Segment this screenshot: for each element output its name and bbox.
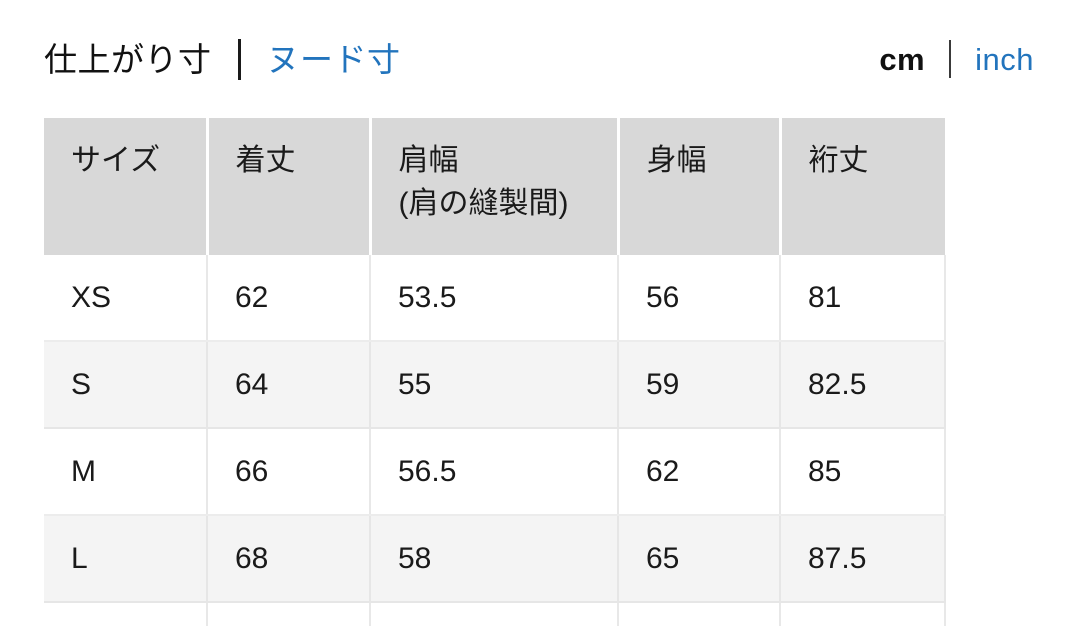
cell-shoulder: 55 (370, 341, 619, 429)
column-header-shoulder-label: 肩幅 (398, 144, 459, 177)
column-header-chest-label: 身幅 (646, 144, 707, 177)
column-header-length: 着丈 (207, 118, 372, 255)
toggle-finished-measurements[interactable]: 仕上がり寸 (44, 40, 212, 78)
cell-sleeve: 81 (780, 255, 946, 342)
column-header-sleeve-label: 裄丈 (808, 144, 869, 177)
cell-length (207, 602, 371, 626)
table-row: L 68 58 65 87.5 (44, 515, 946, 603)
toggle-unit-cm[interactable]: cm (879, 41, 926, 77)
cell-size: M (44, 428, 208, 516)
cell-length: 62 (207, 255, 371, 342)
cell-length: 64 (207, 341, 371, 429)
cell-chest: 59 (618, 341, 781, 429)
cell-size: S (44, 341, 208, 429)
cell-length: 66 (207, 428, 371, 516)
cell-sleeve: 82.5 (780, 341, 946, 429)
toggle-separator-icon (237, 38, 241, 80)
toggle-unit-inch[interactable]: inch (975, 41, 1034, 77)
toggle-nude-measurements[interactable]: ヌード寸 (266, 40, 401, 78)
cell-shoulder (370, 602, 619, 626)
table-row: XS 62 53.5 56 81 (44, 255, 946, 342)
measurement-type-toggle-group: 仕上がり寸 ヌード寸 (44, 38, 401, 80)
table-row-partial (44, 602, 946, 626)
column-header-shoulder: 肩幅 (肩の縫製間) (370, 118, 620, 255)
cell-sleeve (780, 602, 946, 626)
table-header-row: サイズ 着丈 肩幅 (肩の縫製間) 身幅 裄丈 (44, 118, 945, 255)
cell-sleeve: 87.5 (780, 515, 946, 603)
column-header-length-label: 着丈 (235, 144, 296, 177)
cell-chest: 56 (618, 255, 781, 342)
cell-chest (618, 602, 781, 626)
unit-toggle-group: cm inch (879, 40, 1036, 78)
cell-size: L (44, 515, 208, 603)
table-row: S 64 55 59 82.5 (44, 341, 946, 429)
measurement-toolbar: 仕上がり寸 ヌード寸 cm inch (0, 0, 1080, 118)
cell-sleeve: 85 (780, 428, 946, 516)
cell-shoulder: 53.5 (370, 255, 619, 342)
cell-size (44, 602, 208, 626)
cell-chest: 62 (618, 428, 781, 516)
size-table-header: サイズ 着丈 肩幅 (肩の縫製間) 身幅 裄丈 (44, 118, 945, 255)
table-row: M 66 56.5 62 85 (44, 428, 946, 516)
cell-chest: 65 (618, 515, 781, 603)
column-header-chest: 身幅 (618, 118, 782, 255)
cell-shoulder: 58 (370, 515, 619, 603)
cell-size: XS (44, 255, 208, 342)
size-chart-table: サイズ 着丈 肩幅 (肩の縫製間) 身幅 裄丈 XS 6 (44, 118, 946, 626)
column-header-size-label: サイズ (71, 144, 161, 177)
column-header-shoulder-sublabel: (肩の縫製間) (398, 186, 569, 220)
column-header-sleeve: 裄丈 (780, 118, 945, 255)
column-header-size: サイズ (44, 118, 209, 255)
cell-length: 68 (207, 515, 371, 603)
cell-shoulder: 56.5 (370, 428, 619, 516)
size-table-body: XS 62 53.5 56 81 S 64 55 59 82.5 M 66 56… (44, 255, 946, 626)
unit-separator-icon (949, 40, 952, 78)
size-table-container: サイズ 着丈 肩幅 (肩の縫製間) 身幅 裄丈 XS 6 (0, 118, 1080, 626)
